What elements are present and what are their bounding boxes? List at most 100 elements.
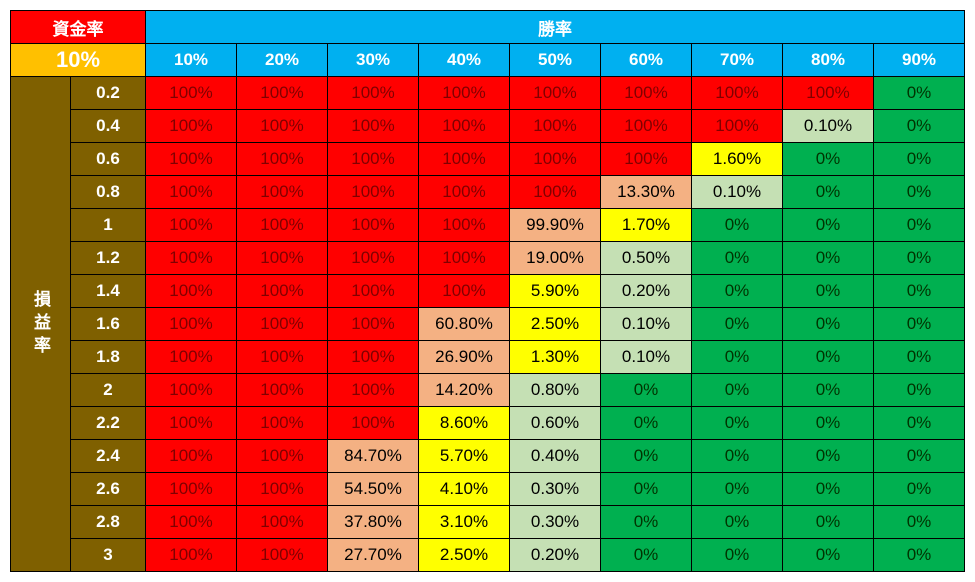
row-label-2.4: 2.4 [71, 440, 146, 473]
data-cell: 19.00% [510, 242, 601, 275]
data-cell: 14.20% [419, 374, 510, 407]
data-cell: 100% [510, 110, 601, 143]
data-cell: 100% [237, 440, 328, 473]
data-cell: 0% [692, 209, 783, 242]
data-cell: 100% [237, 275, 328, 308]
capital-rate-label: 資金率 [11, 11, 146, 44]
data-cell: 0.10% [601, 341, 692, 374]
data-cell: 100% [237, 77, 328, 110]
row-label-1.8: 1.8 [71, 341, 146, 374]
data-cell: 0% [692, 308, 783, 341]
data-cell: 100% [146, 110, 237, 143]
data-cell: 100% [237, 143, 328, 176]
data-cell: 100% [237, 473, 328, 506]
data-cell: 1.60% [692, 143, 783, 176]
data-cell: 0% [874, 143, 965, 176]
data-cell: 0% [874, 110, 965, 143]
data-cell: 0.50% [601, 242, 692, 275]
capital-rate-value: 10% [11, 44, 146, 77]
data-cell: 100% [419, 275, 510, 308]
win-rate-col-6: 60% [601, 44, 692, 77]
data-cell: 0% [692, 473, 783, 506]
data-cell: 1.30% [510, 341, 601, 374]
data-cell: 100% [692, 77, 783, 110]
data-cell: 100% [146, 308, 237, 341]
data-cell: 100% [146, 440, 237, 473]
data-cell: 100% [328, 209, 419, 242]
data-cell: 100% [146, 341, 237, 374]
row-label-2.6: 2.6 [71, 473, 146, 506]
data-cell: 0% [874, 374, 965, 407]
row-label-0.4: 0.4 [71, 110, 146, 143]
win-rate-col-2: 20% [237, 44, 328, 77]
data-cell: 0% [692, 275, 783, 308]
data-cell: 4.10% [419, 473, 510, 506]
table-body: 資金率 勝率 10% 10%20%30%40%50%60%70%80%90% 損… [11, 11, 965, 572]
data-cell: 100% [237, 341, 328, 374]
data-cell: 100% [237, 308, 328, 341]
data-cell: 0% [783, 308, 874, 341]
data-cell: 0% [874, 539, 965, 572]
data-cell: 8.60% [419, 407, 510, 440]
data-cell: 0% [601, 506, 692, 539]
win-rate-col-3: 30% [328, 44, 419, 77]
data-cell: 100% [510, 77, 601, 110]
data-cell: 0% [783, 341, 874, 374]
data-cell: 3.10% [419, 506, 510, 539]
data-cell: 100% [237, 506, 328, 539]
data-cell: 0% [692, 506, 783, 539]
row-label-0.6: 0.6 [71, 143, 146, 176]
data-cell: 0.20% [510, 539, 601, 572]
data-cell: 100% [328, 308, 419, 341]
heatmap-table: 資金率 勝率 10% 10%20%30%40%50%60%70%80%90% 損… [10, 10, 965, 572]
data-cell: 0% [874, 77, 965, 110]
data-cell: 0% [874, 308, 965, 341]
table-row: 0.6100%100%100%100%100%100%1.60%0%0% [11, 143, 965, 176]
data-cell: 100% [328, 176, 419, 209]
data-cell: 0% [783, 143, 874, 176]
data-cell: 100% [419, 110, 510, 143]
data-cell: 0% [874, 341, 965, 374]
data-cell: 0% [601, 374, 692, 407]
table-row: 0.4100%100%100%100%100%100%100%0.10%0% [11, 110, 965, 143]
data-cell: 2.50% [510, 308, 601, 341]
data-cell: 100% [510, 176, 601, 209]
data-cell: 0% [783, 473, 874, 506]
data-cell: 0% [601, 473, 692, 506]
win-rate-col-5: 50% [510, 44, 601, 77]
data-cell: 100% [146, 473, 237, 506]
table-row: 1.8100%100%100%26.90%1.30%0.10%0%0%0% [11, 341, 965, 374]
data-cell: 100% [419, 242, 510, 275]
data-cell: 100% [237, 242, 328, 275]
data-cell: 0% [783, 275, 874, 308]
data-cell: 0% [783, 209, 874, 242]
data-cell: 100% [237, 110, 328, 143]
data-cell: 0% [692, 539, 783, 572]
data-cell: 27.70% [328, 539, 419, 572]
data-cell: 0% [783, 176, 874, 209]
data-cell: 100% [146, 374, 237, 407]
data-cell: 100% [146, 77, 237, 110]
data-cell: 0.40% [510, 440, 601, 473]
data-cell: 100% [328, 275, 419, 308]
pl-ratio-label: 損益率 [11, 77, 71, 572]
row-label-2: 2 [71, 374, 146, 407]
data-cell: 100% [146, 143, 237, 176]
data-cell: 100% [601, 143, 692, 176]
win-rate-col-4: 40% [419, 44, 510, 77]
data-cell: 100% [328, 374, 419, 407]
data-cell: 0% [874, 407, 965, 440]
win-rate-col-1: 10% [146, 44, 237, 77]
data-cell: 100% [783, 77, 874, 110]
table-row: 2.4100%100%84.70%5.70%0.40%0%0%0%0% [11, 440, 965, 473]
table-row: 2100%100%100%14.20%0.80%0%0%0%0% [11, 374, 965, 407]
row-label-1.2: 1.2 [71, 242, 146, 275]
data-cell: 37.80% [328, 506, 419, 539]
table-row: 2.6100%100%54.50%4.10%0.30%0%0%0%0% [11, 473, 965, 506]
data-cell: 0% [783, 506, 874, 539]
table-row: 1.4100%100%100%100%5.90%0.20%0%0%0% [11, 275, 965, 308]
data-cell: 0.60% [510, 407, 601, 440]
win-rate-col-8: 80% [783, 44, 874, 77]
data-cell: 0% [874, 176, 965, 209]
data-cell: 100% [328, 341, 419, 374]
